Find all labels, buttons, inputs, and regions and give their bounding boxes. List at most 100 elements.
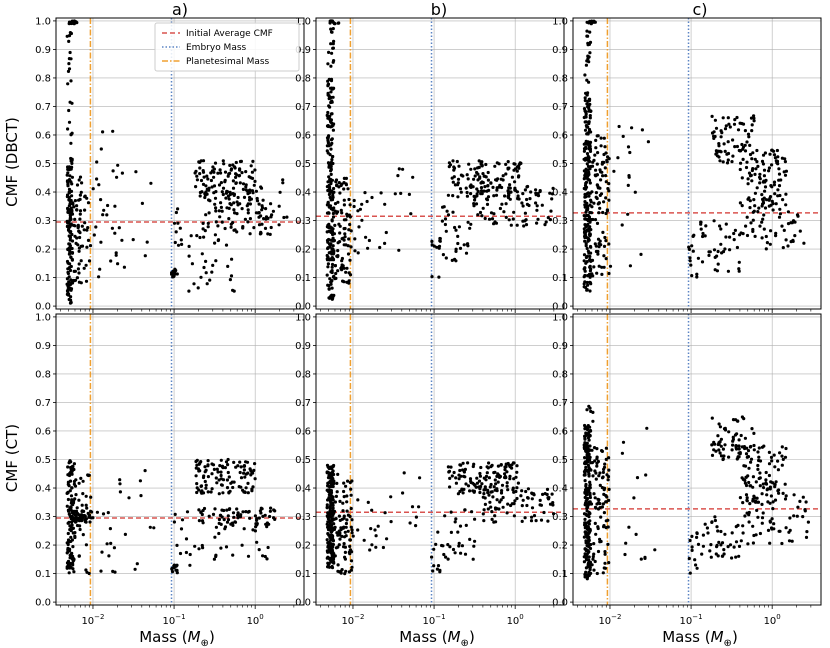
data-point <box>504 162 508 166</box>
data-point <box>483 502 487 506</box>
legend-box <box>154 22 300 72</box>
data-point <box>239 476 244 480</box>
data-point <box>511 486 515 490</box>
data-point <box>760 220 764 224</box>
data-point <box>252 226 256 230</box>
data-point <box>771 208 775 212</box>
legend-label-embryo: Embryo Mass <box>186 43 247 53</box>
data-point <box>255 199 260 203</box>
data-point <box>607 456 611 460</box>
data-point <box>78 197 82 201</box>
data-point <box>585 280 589 285</box>
data-point <box>454 476 458 480</box>
data-point <box>769 480 773 484</box>
data-point <box>474 202 479 206</box>
data-point <box>335 184 339 188</box>
data-point <box>397 248 401 252</box>
data-point <box>117 226 121 230</box>
data-point <box>243 217 247 221</box>
data-point <box>212 557 216 561</box>
data-point <box>67 22 71 26</box>
data-point <box>211 463 216 467</box>
data-point <box>198 461 202 465</box>
data-point <box>452 470 456 475</box>
data-point <box>774 202 778 206</box>
data-point <box>330 137 334 141</box>
data-point <box>65 277 69 281</box>
data-point <box>473 167 477 171</box>
data-point <box>77 178 81 182</box>
data-point <box>733 145 737 149</box>
data-point <box>583 192 587 197</box>
data-point <box>101 130 105 134</box>
panels-group: 0.00.10.20.30.40.50.60.70.80.91.00.00.10… <box>35 16 822 627</box>
data-point <box>335 481 339 485</box>
data-point <box>777 184 782 188</box>
data-point <box>343 557 347 561</box>
data-point <box>549 209 553 213</box>
data-point <box>70 20 74 24</box>
data-point <box>592 568 596 572</box>
data-point <box>240 207 244 211</box>
data-point <box>78 212 82 216</box>
data-point <box>268 514 272 519</box>
data-point <box>197 519 201 523</box>
data-point <box>590 258 595 262</box>
data-point <box>249 197 253 201</box>
data-point <box>273 509 277 513</box>
data-point <box>768 152 772 156</box>
data-point <box>744 165 749 170</box>
data-point <box>67 108 71 113</box>
data-point <box>583 269 587 273</box>
y-tick-label: 0.9 <box>552 341 568 352</box>
data-point <box>213 241 217 245</box>
data-point <box>738 167 742 172</box>
data-point <box>229 225 233 229</box>
data-point <box>68 30 72 35</box>
data-point <box>91 516 95 520</box>
data-point <box>758 459 763 463</box>
data-point <box>456 492 460 496</box>
data-point <box>67 292 71 296</box>
data-point <box>451 210 455 214</box>
data-point <box>489 181 493 185</box>
panel-c-ct: 0.00.10.20.30.40.50.60.70.80.91.010−2 10−… <box>552 312 822 627</box>
data-point <box>332 186 336 191</box>
data-point <box>596 549 601 554</box>
data-point <box>69 552 73 556</box>
data-point <box>760 159 765 163</box>
data-point <box>327 562 331 567</box>
data-point <box>219 201 223 205</box>
data-point <box>226 470 230 475</box>
data-point <box>741 232 745 236</box>
data-point <box>500 483 505 487</box>
data-point <box>740 415 745 419</box>
data-point <box>583 547 587 551</box>
data-point <box>767 204 771 208</box>
data-point <box>587 127 592 132</box>
data-point <box>778 193 782 198</box>
data-point <box>582 560 587 564</box>
data-point <box>779 178 783 182</box>
data-point <box>329 542 333 546</box>
data-point <box>730 160 734 164</box>
data-point <box>210 169 215 173</box>
data-point <box>776 459 780 463</box>
y-tick-label: 0.3 <box>552 512 568 523</box>
data-point <box>430 239 434 243</box>
data-point <box>585 142 589 146</box>
data-point <box>85 506 89 510</box>
data-point <box>329 112 333 116</box>
panel-frame <box>55 17 305 310</box>
data-point <box>342 525 346 529</box>
data-point <box>791 238 795 242</box>
data-point <box>540 203 544 207</box>
data-point <box>493 164 497 168</box>
data-point <box>457 477 461 481</box>
data-point <box>399 191 403 195</box>
data-point <box>258 509 262 513</box>
data-point <box>546 519 550 523</box>
data-point <box>770 199 774 203</box>
data-point <box>366 246 370 250</box>
data-point <box>238 460 242 464</box>
